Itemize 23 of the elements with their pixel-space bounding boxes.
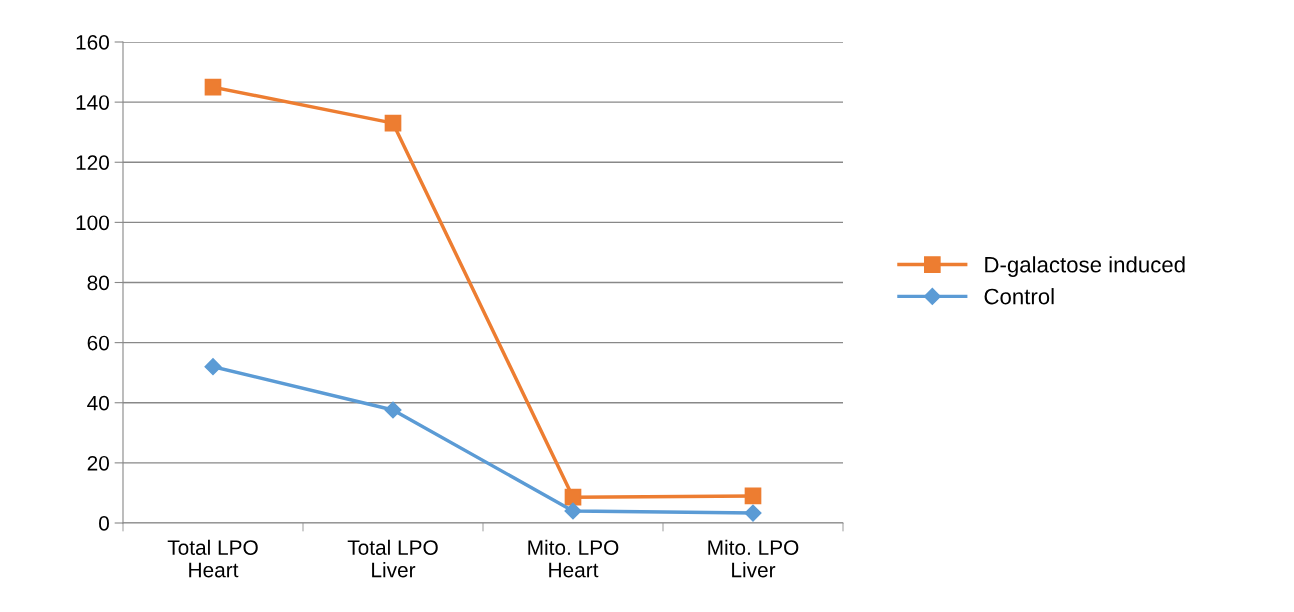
y-tick-label: 80 — [87, 275, 109, 291]
y-tick-label: 20 — [87, 455, 109, 471]
point — [564, 502, 582, 520]
y-tick-label: 60 — [87, 335, 109, 351]
x-tick-label: Total LPO Heart — [167, 539, 258, 578]
point — [744, 504, 762, 522]
point — [744, 487, 762, 505]
y-tick-label: 160 — [76, 35, 109, 50]
x-tick-label: Total LPO Liver — [347, 539, 438, 578]
point — [384, 114, 402, 132]
x-tick-label: Mito. LPO Liver — [708, 539, 799, 578]
y-tick-label: 120 — [76, 155, 109, 170]
point — [204, 358, 222, 376]
x-tick-label: Mito. LPO Heart — [528, 539, 619, 578]
legend-label: D-galactose induced — [985, 256, 1185, 277]
y-tick-label: 40 — [87, 395, 109, 411]
y-tick-label: 100 — [76, 215, 109, 231]
point — [564, 488, 582, 506]
y-tick-label: 0 — [99, 516, 109, 531]
point — [384, 401, 402, 419]
point — [204, 78, 222, 96]
y-tick-label: 140 — [76, 95, 109, 110]
legend-label: Control — [984, 288, 1054, 305]
